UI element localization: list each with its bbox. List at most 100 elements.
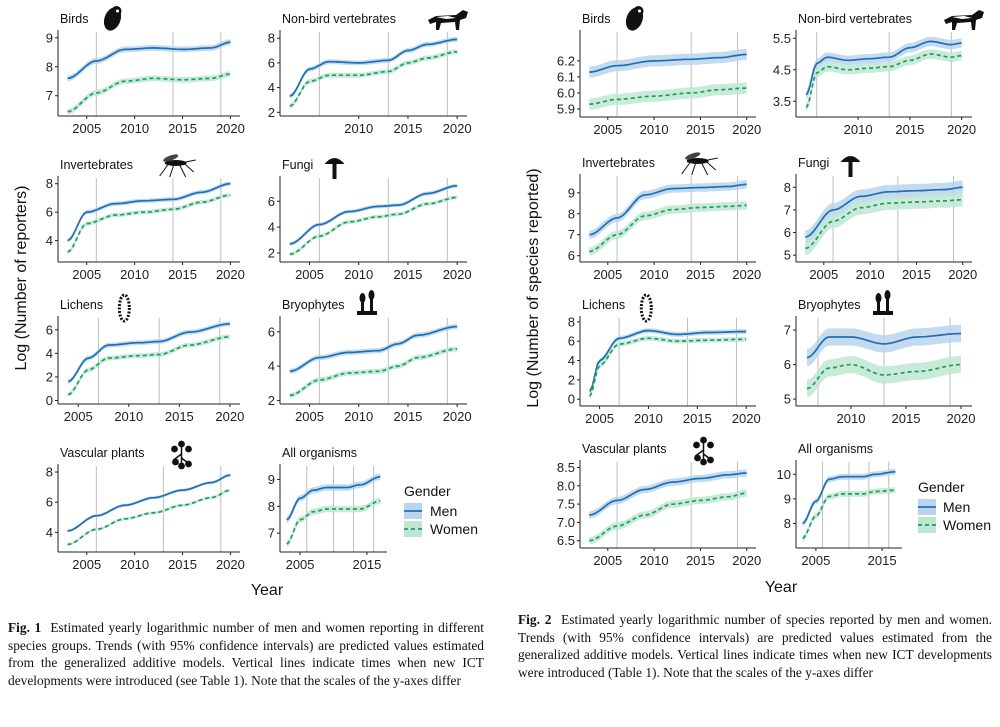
men-trend-line <box>67 41 231 80</box>
y-tick-label: 6 <box>268 324 275 339</box>
mosquito-wing <box>163 154 179 162</box>
fig1-caption-label: Fig. 1 <box>8 620 42 635</box>
f2-all-panel: 8 9 10 2005 2015 All organisms <box>777 442 902 568</box>
y-tick-label: 8 <box>46 176 53 191</box>
y-tick-label: 6 <box>268 194 275 209</box>
x-tick-label: 2010 <box>640 553 669 568</box>
x-tick-label: 2005 <box>295 409 324 424</box>
y-tick-label: 7.0 <box>557 515 575 530</box>
lichen-shape <box>117 293 131 323</box>
flower-icon <box>171 440 192 470</box>
women-ci-band <box>68 334 230 397</box>
x-tick-label: 2010 <box>856 267 885 282</box>
f2-birds-panel: 5.96.06.16.2 2005 2010 2015 2020 Birds <box>557 6 761 137</box>
y-tick-label: 5.5 <box>773 31 791 46</box>
flower-bloom <box>178 440 185 448</box>
x-tick-label: 2005 <box>72 121 101 136</box>
y-tick-label: 4 <box>268 359 275 374</box>
mosquito-icon <box>159 154 196 178</box>
x-tick-label: 2005 <box>593 122 622 137</box>
women-trend-line <box>67 335 230 396</box>
legend-men-label: Men <box>430 503 457 519</box>
women-ci-band <box>589 489 747 545</box>
men-ci-band <box>289 183 458 246</box>
y-tick-label: 6 <box>784 225 791 240</box>
panel-title: Non-bird vertebrates <box>282 12 396 26</box>
x-tick-label: 2015 <box>352 557 381 572</box>
panel-title: Fungi <box>282 158 313 172</box>
f1-fungi-panel: 2 4 6 2005 2010 2015 2020 Fungi <box>268 158 472 282</box>
x-tick-label: 2020 <box>947 411 976 426</box>
legend-women-label: Women <box>943 517 991 533</box>
y-tick-label: 5 <box>784 392 791 407</box>
y-tick-label: 0 <box>568 392 575 407</box>
owl-icon <box>625 6 644 31</box>
x-tick-label: 2015 <box>168 121 197 136</box>
fig1-legend: Gender Men Women <box>404 483 478 537</box>
x-tick-label: 2020 <box>947 122 976 137</box>
women-trend-line <box>589 492 747 542</box>
y-tick-label: 8 <box>568 206 575 221</box>
y-tick-label: 6.0 <box>557 85 575 100</box>
flower-bloom <box>700 436 707 444</box>
panel-title: Non-bird vertebrates <box>798 12 912 26</box>
panel-title: Lichens <box>60 298 103 312</box>
wolf-icon <box>944 10 984 30</box>
men-trend-line <box>67 474 231 532</box>
y-tick-label: 7.5 <box>557 497 575 512</box>
x-tick-label: 2015 <box>686 267 715 282</box>
flower-bloom <box>693 441 700 449</box>
fig2-legend: Gender Men Women <box>918 479 991 533</box>
x-tick-label: 2010 <box>634 411 663 426</box>
y-tick-label: 9 <box>46 30 53 45</box>
men-ci-band <box>289 324 458 374</box>
mosquito-legs <box>681 157 718 176</box>
x-tick-label: 2010 <box>120 557 149 572</box>
y-tick-label: 6 <box>568 334 575 349</box>
wolf-marking <box>436 16 456 19</box>
y-tick-label: 4 <box>46 346 53 361</box>
x-tick-label: 2005 <box>72 557 101 572</box>
y-tick-label: 8.0 <box>557 478 575 493</box>
women-ci-band <box>806 49 962 113</box>
fig1-caption: Fig. 1 Estimated yearly logarithmic numb… <box>8 619 484 689</box>
moss-capsule <box>359 293 366 303</box>
y-tick-label: 8 <box>46 465 53 480</box>
f1-birds-panel: 7 8 9 2005 2010 2015 2020 Birds <box>46 6 245 136</box>
y-tick-label: 0 <box>46 393 53 408</box>
y-tick-label: 2 <box>46 369 53 384</box>
men-trend-line <box>805 186 963 238</box>
moss-base <box>873 311 893 315</box>
men-trend-line <box>67 323 230 383</box>
x-tick-label: 2015 <box>686 122 715 137</box>
men-ci-band <box>589 48 747 78</box>
y-tick-label: 8 <box>46 59 53 74</box>
x-tick-label: 2005 <box>593 553 622 568</box>
women-ci-band <box>289 346 458 398</box>
women-ci-band <box>286 497 381 548</box>
men-ci-band <box>67 181 231 243</box>
owl-eye <box>116 9 119 13</box>
x-tick-label: 2005 <box>809 267 838 282</box>
flower-bloom <box>707 456 714 464</box>
lichen-shape <box>639 293 653 323</box>
moss-capsule <box>875 293 882 303</box>
men-trend-line <box>589 472 747 516</box>
panel-title: Birds <box>582 12 610 26</box>
women-trend-line <box>805 53 962 108</box>
flower-bloom <box>172 458 179 466</box>
flower-bloom <box>171 445 178 453</box>
y-tick-label: 2 <box>268 393 275 408</box>
y-tick-label: 8 <box>268 499 275 514</box>
x-tick-label: 2015 <box>686 553 715 568</box>
fig2-xlabel: Year <box>765 579 798 596</box>
women-trend-line <box>802 489 896 539</box>
wolf-body <box>944 10 984 30</box>
mosquito-wing <box>685 152 701 160</box>
panel-title: Vascular plants <box>60 446 145 460</box>
women-trend-line <box>589 337 747 397</box>
moss-base <box>357 311 377 315</box>
x-tick-label: 2020 <box>216 557 245 572</box>
women-ci-band <box>589 82 747 110</box>
lichen-icon <box>639 293 653 323</box>
